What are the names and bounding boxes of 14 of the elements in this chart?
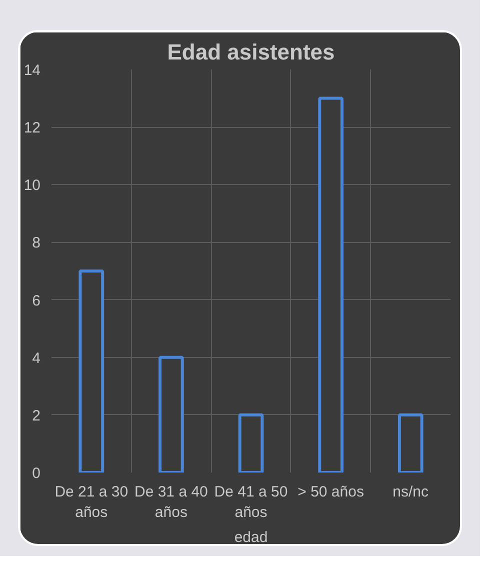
y-tick-label: 10 [24,177,41,194]
x-tick-label: > 50 años [298,484,364,500]
x-tick-label: De 21 a 30 años [54,484,128,521]
y-tick-label: 14 [24,62,41,79]
y-tick-label: 8 [32,234,40,252]
y-tick-label: 4 [32,350,40,367]
chart-title: Edad asistentes [167,40,335,64]
x-axis-title: edad [234,528,268,546]
y-tick-label: 2 [32,407,40,424]
y-tick-label: 12 [24,120,41,137]
x-tick-label: De 31 a 40 años [134,484,208,521]
y-tick-label: 0 [32,465,40,482]
y-tick-label: 6 [32,292,40,310]
x-tick-label: ns/nc [392,484,430,500]
